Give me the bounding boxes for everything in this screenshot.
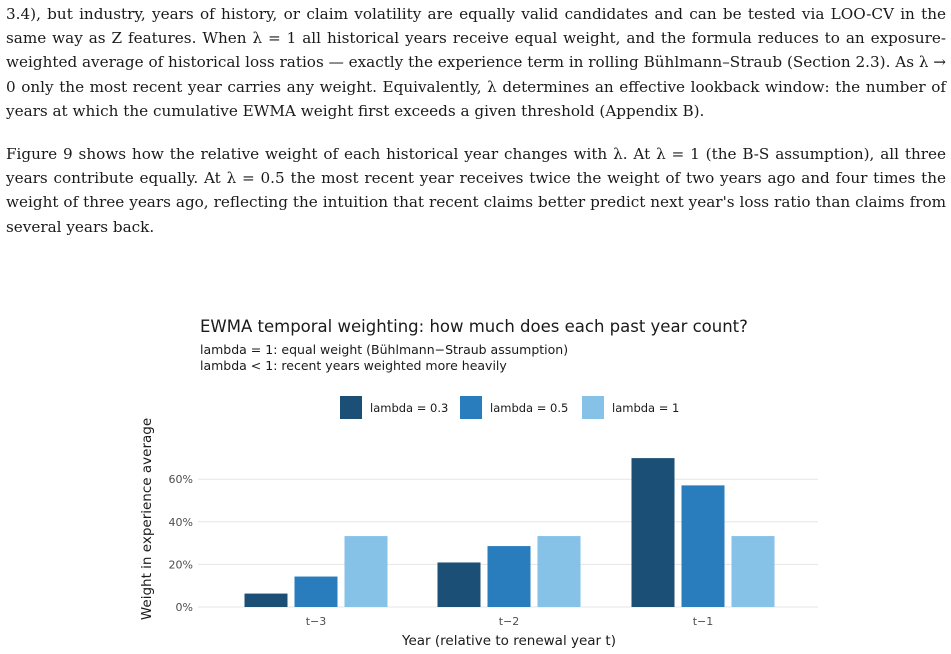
bar-lambda-0-5-t-1 — [681, 485, 725, 607]
bar-lambda-0-3-t-2 — [437, 562, 481, 607]
y-tick-label: 40% — [169, 516, 193, 529]
y-tick-label: 60% — [169, 473, 193, 486]
paragraph-2-text: Figure 9 shows how the relative weight o… — [6, 145, 946, 236]
paragraph-2: Figure 9 shows how the relative weight o… — [6, 142, 946, 239]
legend-label-lambda-0-5: lambda = 0.5 — [490, 401, 568, 415]
bar-lambda-1-t-3 — [344, 536, 388, 607]
chart-legend: lambda = 0.3 lambda = 0.5 lambda = 1 — [340, 396, 679, 419]
bar-lambda-1-t-2 — [537, 536, 581, 607]
x-tick-label: t−3 — [306, 615, 327, 628]
paragraph-1-text: 3.4), but industry, years of history, or… — [6, 5, 946, 120]
chart-subtitle-line-2: lambda < 1: recent years weighted more h… — [200, 358, 507, 373]
bar-lambda-0-3-t-1 — [631, 458, 675, 607]
x-tick-label: t−2 — [499, 615, 520, 628]
paragraph-1: 3.4), but industry, years of history, or… — [6, 2, 946, 123]
chart-bars — [244, 458, 775, 607]
bar-lambda-0-5-t-3 — [294, 576, 338, 607]
legend-swatch-lambda-0-5 — [460, 396, 482, 419]
legend-label-lambda-1: lambda = 1 — [612, 401, 679, 415]
x-axis-label: Year (relative to renewal year t) — [401, 633, 616, 649]
y-tick-label: 0% — [176, 601, 193, 614]
legend-swatch-lambda-0-3 — [340, 396, 362, 419]
y-tick-label: 20% — [169, 558, 193, 571]
chart-subtitle-line-1: lambda = 1: equal weight (Bühlmann−Strau… — [200, 342, 568, 357]
legend-label-lambda-0-3: lambda = 0.3 — [370, 401, 448, 415]
x-tick-label: t−1 — [693, 615, 714, 628]
bar-lambda-0-5-t-2 — [487, 546, 531, 607]
y-axis-label: Weight in experience average — [139, 418, 155, 620]
chart-title: EWMA temporal weighting: how much does e… — [200, 317, 748, 336]
bar-lambda-0-3-t-3 — [244, 593, 288, 607]
chart-axis-ticks: 0% 20% 40% 60% t−3 t−2 t−1 — [169, 473, 714, 628]
legend-swatch-lambda-1 — [582, 396, 604, 419]
bar-lambda-1-t-1 — [731, 536, 775, 607]
